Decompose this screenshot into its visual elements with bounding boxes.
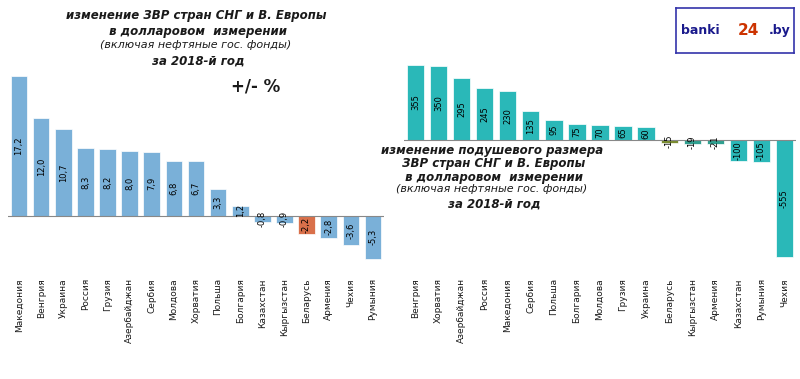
Text: -15: -15 [665,135,674,148]
Bar [614,126,632,140]
Text: 245: 245 [480,106,490,122]
Text: +/- %: +/- % [231,78,281,96]
Bar [407,65,424,140]
Bar [143,152,160,216]
Bar [522,111,539,140]
Text: 135: 135 [526,117,535,133]
Text: (включая нефтяные гос. фонды): (включая нефтяные гос. фонды) [396,184,588,194]
Bar [753,140,770,162]
Bar [99,149,116,216]
Text: -0,9: -0,9 [280,211,289,227]
Bar [77,148,94,216]
Text: -3,6: -3,6 [346,222,355,238]
Text: -21: -21 [710,135,720,149]
Text: -0,8: -0,8 [258,211,267,227]
Bar [568,124,586,140]
Text: -19: -19 [688,135,697,149]
Text: 17,2: 17,2 [14,137,23,155]
Bar [298,216,315,233]
Text: -2,8: -2,8 [324,219,334,235]
Text: 65: 65 [618,128,627,138]
Text: banki: banki [681,24,719,37]
Bar [188,161,204,216]
Bar [638,127,654,140]
Bar [122,151,138,216]
Text: 12,0: 12,0 [37,158,46,176]
Bar [776,140,793,257]
Text: 95: 95 [550,125,558,135]
Text: 295: 295 [457,101,466,117]
Bar [254,216,270,222]
Bar [276,216,293,223]
Text: -555: -555 [780,189,789,208]
Text: -105: -105 [757,141,766,160]
Text: 3,3: 3,3 [214,196,222,209]
Text: 6,8: 6,8 [170,182,178,195]
Bar [706,140,724,144]
Text: 7,9: 7,9 [147,177,156,190]
Text: .by: .by [768,24,790,37]
Bar [33,118,50,216]
Text: 24: 24 [738,23,759,38]
Bar [55,129,71,216]
Text: 60: 60 [642,128,650,139]
Text: 70: 70 [595,127,605,138]
Bar [546,120,562,140]
Bar [321,216,337,238]
Text: -100: -100 [734,141,743,160]
Bar [365,216,382,259]
Bar [683,140,701,144]
Text: 350: 350 [434,95,443,111]
Bar [453,78,470,140]
Text: 355: 355 [411,94,420,110]
Text: -5,3: -5,3 [369,229,378,246]
Text: 8,3: 8,3 [81,175,90,189]
Bar [10,76,27,216]
Bar [166,161,182,216]
Text: в долларовом  измерении: в долларовом измерении [401,171,583,183]
Text: 230: 230 [503,108,512,124]
Bar [476,88,494,140]
Bar [499,91,517,140]
Text: (включая нефтяные гос. фонды): (включая нефтяные гос. фонды) [100,40,292,50]
Text: 10,7: 10,7 [58,163,68,182]
Text: за 2018-й год: за 2018-й год [444,197,540,210]
Text: изменение подушевого размера: изменение подушевого размера [381,144,603,157]
Text: изменение ЗВР стран СНГ и В. Европы: изменение ЗВР стран СНГ и В. Европы [66,9,326,22]
Text: 8,2: 8,2 [103,176,112,189]
Text: за 2018-й год: за 2018-й год [148,55,244,68]
Bar [342,216,359,245]
Bar [661,140,678,143]
Text: 6,7: 6,7 [191,182,201,195]
Text: -2,2: -2,2 [302,217,311,233]
Bar [730,140,747,161]
Bar [232,206,249,216]
Text: 1,2: 1,2 [236,204,245,218]
Bar [210,189,226,216]
Text: 75: 75 [573,127,582,137]
Text: в долларовом  измерении: в долларовом измерении [105,25,287,38]
Bar [430,66,447,140]
Text: 8,0: 8,0 [125,177,134,190]
Bar [591,125,609,140]
Text: ЗВР стран СНГ и В. Европы: ЗВР стран СНГ и В. Европы [398,157,586,170]
